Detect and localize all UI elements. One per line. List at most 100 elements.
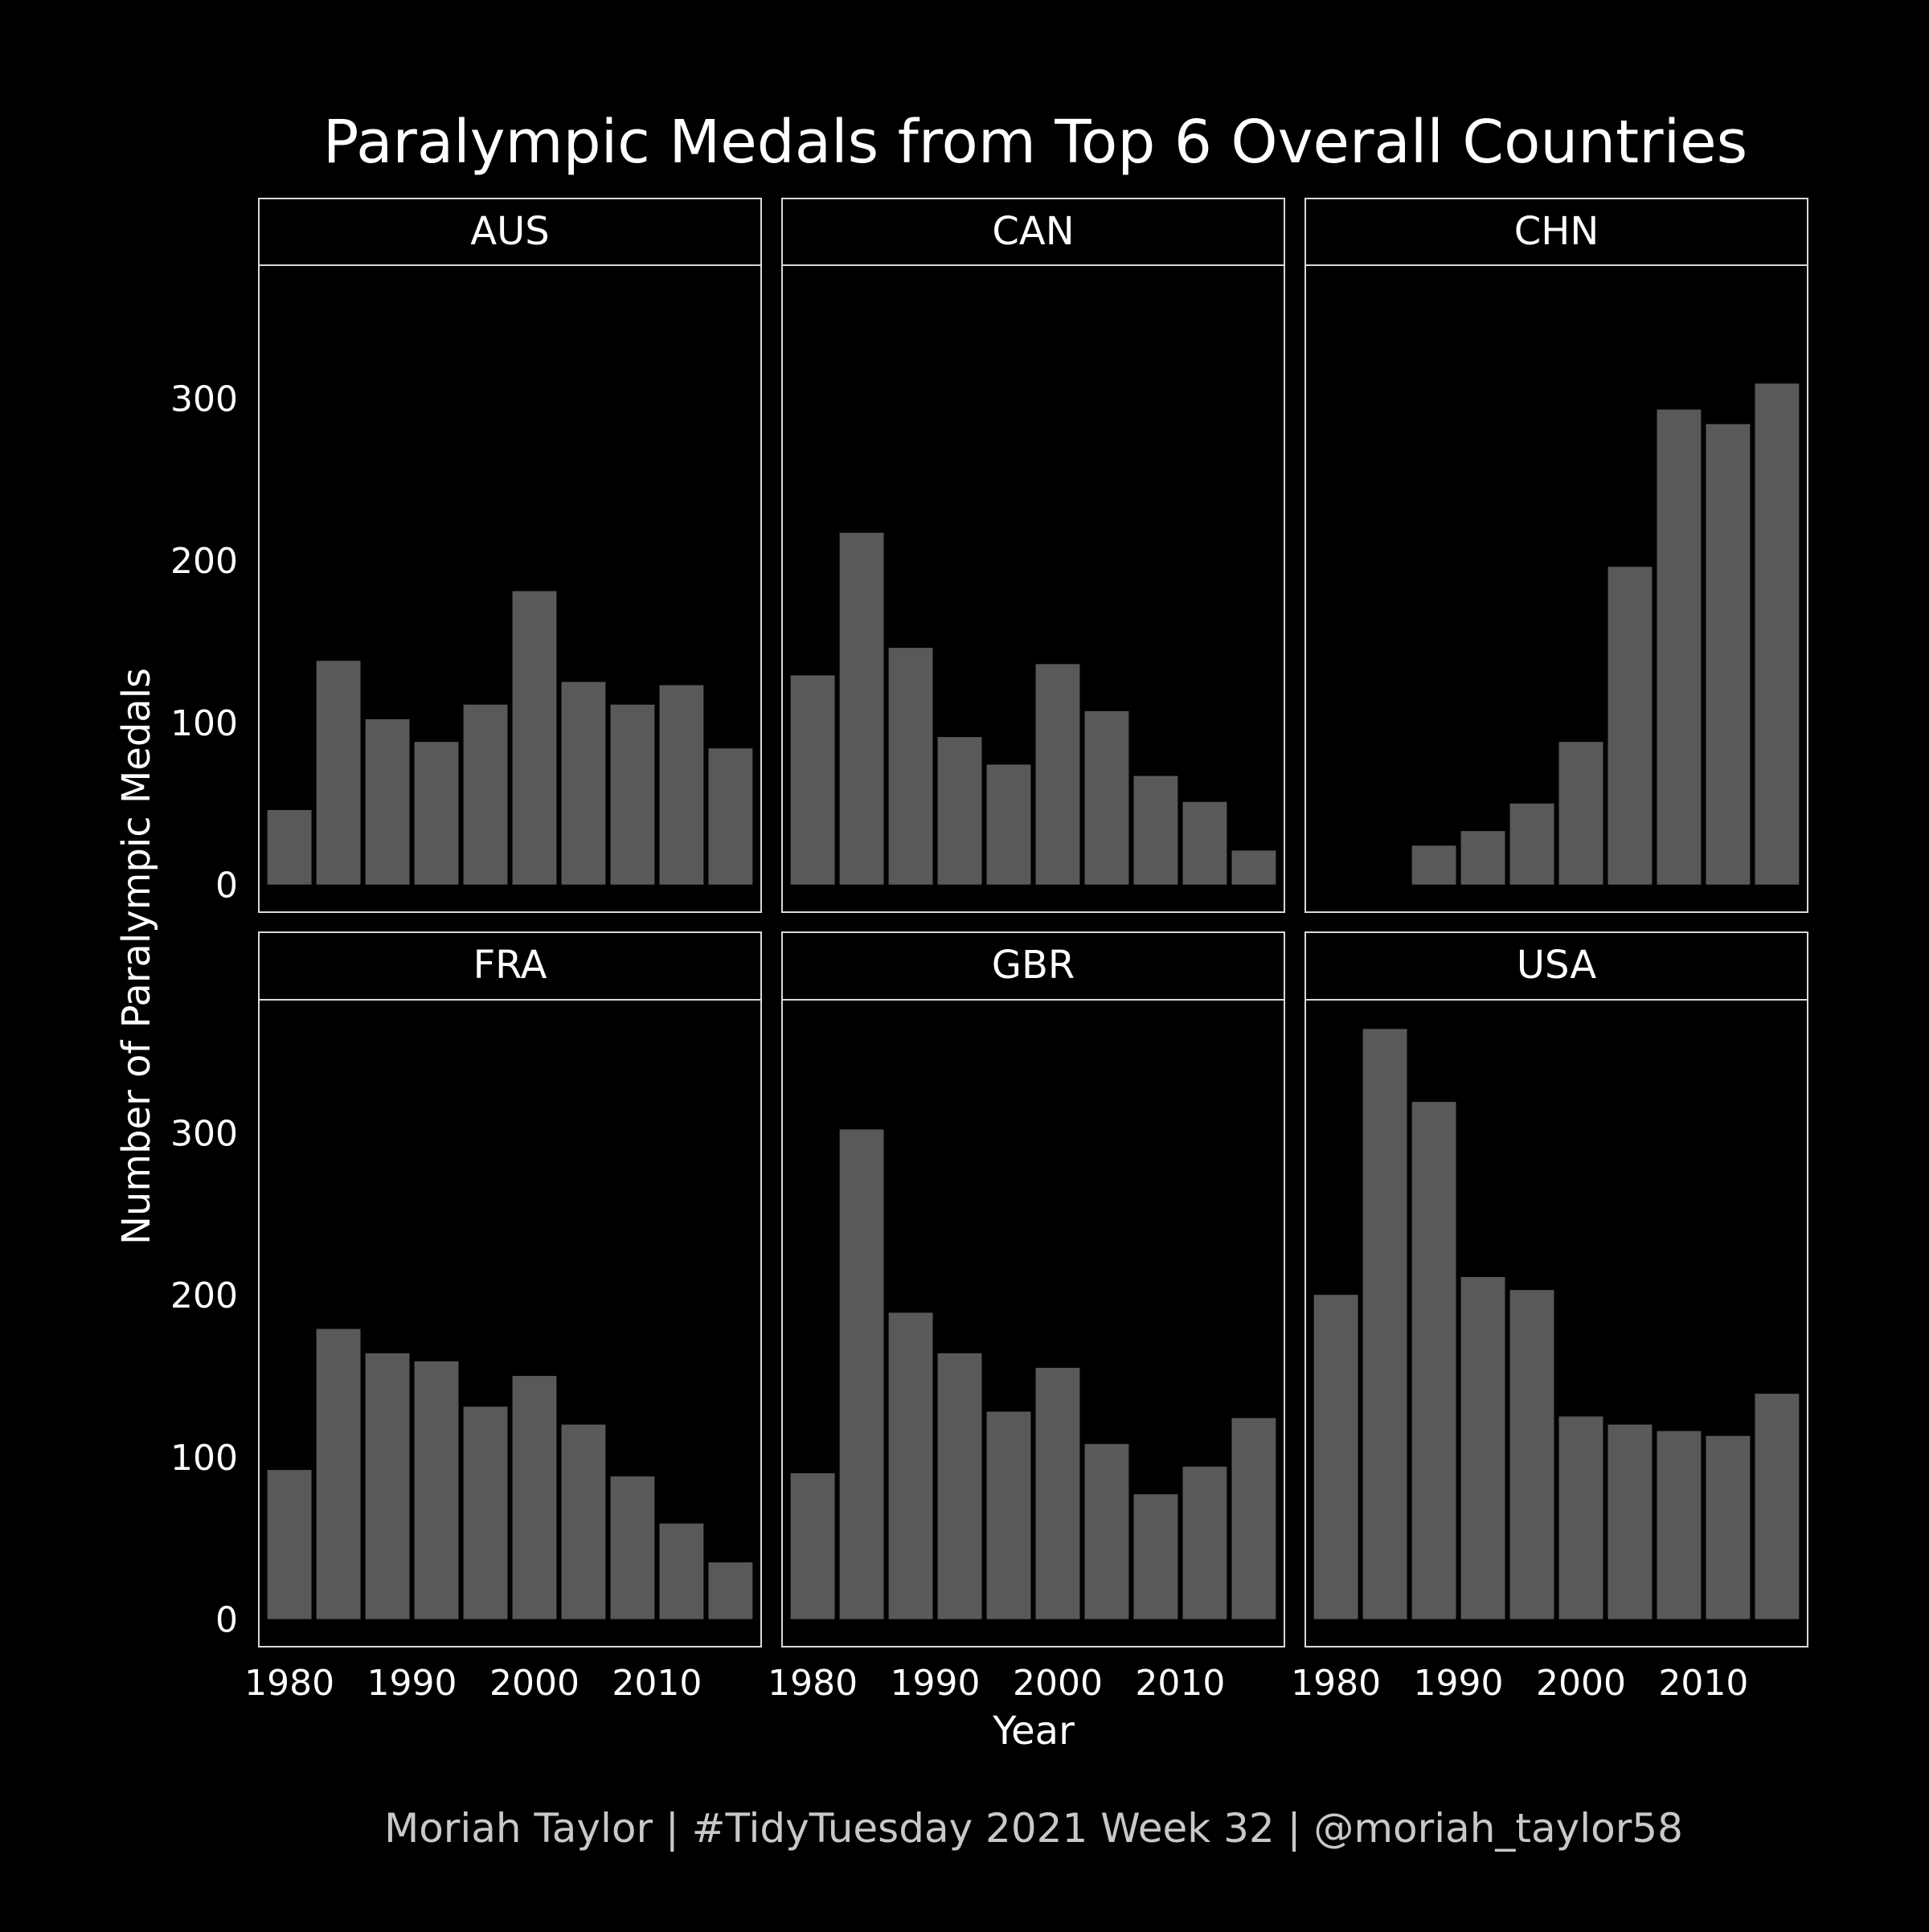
- bar-chn-2000: [1558, 742, 1603, 885]
- bar-can-2012: [1182, 801, 1227, 885]
- bar-fra-1996: [463, 1406, 508, 1619]
- bar-aus-1992: [414, 742, 459, 885]
- y-tick-label: 200: [170, 1275, 238, 1316]
- y-tick-label: 0: [215, 866, 238, 907]
- panel-gbr: GBR: [781, 931, 1285, 1648]
- y-tick-label: 300: [170, 1113, 238, 1154]
- bar-chn-1988: [1411, 845, 1456, 885]
- bar-chn-1992: [1460, 831, 1505, 885]
- panel-chn: CHN: [1304, 198, 1808, 913]
- bar-chn-2008: [1657, 409, 1702, 885]
- facet-strip-label: AUS: [470, 209, 549, 254]
- bar-usa-1984: [1362, 1029, 1407, 1619]
- bar-fra-1980: [267, 1470, 312, 1619]
- bar-gbr-2016: [1231, 1418, 1276, 1619]
- facet-strip-label: FRA: [473, 943, 547, 988]
- x-tick-label: 1980: [1291, 1663, 1381, 1704]
- facet-strip-label: CAN: [992, 209, 1074, 254]
- facet-strip: [1304, 931, 1808, 1001]
- bar-aus-2008: [610, 704, 655, 885]
- panel-fra: FRA: [258, 931, 762, 1648]
- bar-fra-1992: [414, 1361, 459, 1619]
- x-tick-label: 1990: [891, 1663, 981, 1704]
- bar-gbr-1992: [937, 1353, 982, 1619]
- bar-usa-2004: [1608, 1424, 1653, 1619]
- bar-chn-2004: [1608, 567, 1653, 885]
- bar-fra-2016: [708, 1562, 753, 1619]
- x-tick-label: 1980: [244, 1663, 334, 1704]
- bar-usa-2008: [1657, 1431, 1702, 1619]
- bar-chn-2016: [1755, 383, 1800, 885]
- bar-usa-1992: [1460, 1277, 1505, 1619]
- bar-fra-2008: [610, 1476, 655, 1619]
- bar-usa-2016: [1755, 1394, 1800, 1619]
- panel-frame: [1304, 264, 1808, 913]
- y-tick-label: 100: [170, 1438, 238, 1479]
- bar-gbr-1980: [790, 1473, 835, 1619]
- bar-fra-2004: [561, 1424, 606, 1619]
- x-tick-label: 2000: [489, 1663, 580, 1704]
- bar-gbr-1984: [839, 1129, 884, 1619]
- x-axis: 1980 1990 2000 2010 1980 1990 2000 2010 1980 1990…: [244, 1663, 1748, 1704]
- panel-frame: [781, 264, 1285, 913]
- y-tick-label: 0: [215, 1600, 238, 1641]
- bar-fra-2012: [659, 1523, 704, 1619]
- bar-chn-2012: [1706, 424, 1751, 885]
- bar-aus-2000: [512, 591, 557, 885]
- x-tick-label: 2010: [1658, 1663, 1748, 1704]
- y-tick-label: 100: [170, 703, 238, 744]
- bar-aus-1996: [463, 704, 508, 885]
- bar-can-2000: [1035, 664, 1080, 885]
- bar-fra-1984: [316, 1328, 361, 1619]
- bar-aus-2004: [561, 682, 606, 885]
- bar-aus-1980: [267, 809, 312, 885]
- bar-can-1980: [790, 675, 835, 885]
- x-tick-label: 1980: [768, 1663, 858, 1704]
- panel-usa: USA: [1304, 931, 1808, 1648]
- y-tick-label: 200: [170, 541, 238, 582]
- bar-usa-2012: [1706, 1435, 1751, 1619]
- x-tick-label: 1990: [367, 1663, 457, 1704]
- bar-gbr-2004: [1084, 1443, 1129, 1619]
- facet-strip-label: GBR: [992, 943, 1075, 988]
- x-axis-title: Year: [992, 1709, 1075, 1754]
- bar-can-1992: [937, 737, 982, 885]
- bar-aus-2012: [659, 685, 704, 885]
- bar-aus-2016: [708, 748, 753, 885]
- bar-usa-1988: [1411, 1102, 1456, 1619]
- bar-can-1996: [986, 764, 1031, 885]
- bar-gbr-2008: [1133, 1494, 1178, 1619]
- panel-frame: [1304, 999, 1808, 1648]
- chart-title: Paralympic Medals from Top 6 Overall Cou…: [323, 108, 1747, 177]
- panel-aus: AUS: [258, 198, 762, 913]
- bar-gbr-1988: [888, 1312, 933, 1619]
- bar-aus-1984: [316, 661, 361, 885]
- x-tick-label: 2010: [1135, 1663, 1225, 1704]
- bar-chn-1996: [1509, 803, 1554, 885]
- x-tick-label: 2000: [1536, 1663, 1626, 1704]
- panels-layer: AUS CAN CHN FRA GBR USA: [258, 198, 1808, 1648]
- y-axis: 0 100 200 300 0 100 200 300: [170, 379, 238, 1640]
- x-tick-label: 2010: [612, 1663, 702, 1704]
- y-axis-title: Number of Paralympic Medals: [114, 668, 159, 1245]
- bar-usa-2000: [1558, 1416, 1603, 1619]
- facet-strip: [781, 931, 1285, 1001]
- bar-gbr-1996: [986, 1411, 1031, 1619]
- bar-aus-1988: [365, 718, 410, 885]
- bar-usa-1996: [1509, 1290, 1554, 1619]
- bar-can-1988: [888, 648, 933, 885]
- panel-frame: [258, 264, 762, 913]
- facet-strip-label: USA: [1517, 943, 1596, 988]
- facet-strip-label: CHN: [1514, 209, 1599, 254]
- panel-frame: [781, 999, 1285, 1648]
- bar-gbr-2012: [1182, 1467, 1227, 1619]
- chart-caption: Moriah Taylor | #TidyTuesday 2021 Week 3…: [384, 1805, 1683, 1852]
- bar-can-2004: [1084, 710, 1129, 885]
- facet-strip: [1304, 198, 1808, 266]
- facet-strip: [258, 198, 762, 266]
- bar-gbr-2000: [1035, 1367, 1080, 1619]
- y-tick-label: 300: [170, 379, 238, 420]
- bar-usa-1980: [1313, 1295, 1358, 1619]
- bar-fra-1988: [365, 1353, 410, 1619]
